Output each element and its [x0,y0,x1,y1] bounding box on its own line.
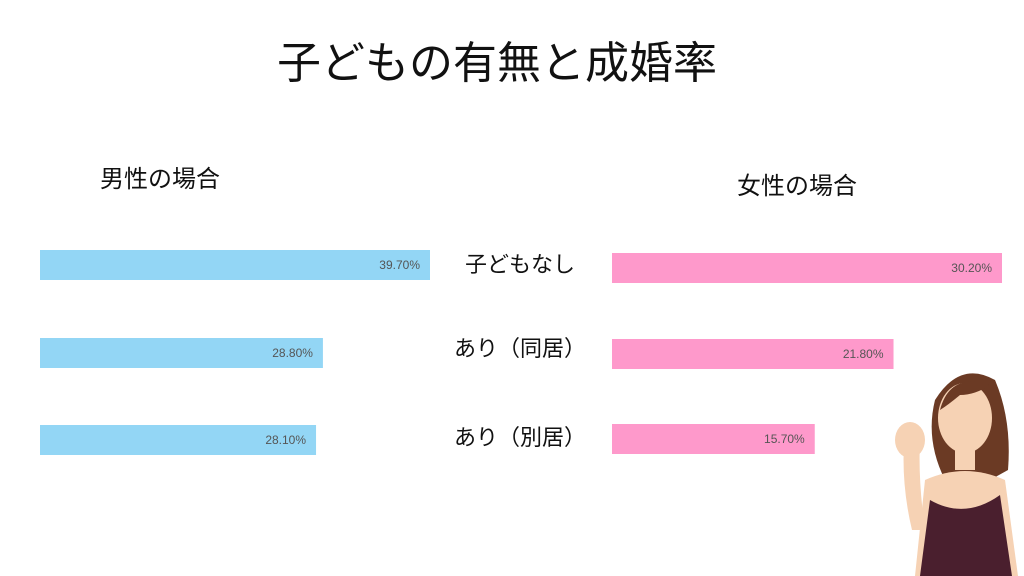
value-label: 28.80% [272,346,313,360]
category-label: 子どもなし [465,253,575,278]
chart-title: 子どもの有無と成婚率 [277,38,717,89]
value-label: 28.10% [265,433,306,447]
bar [40,338,323,368]
value-label: 39.70% [379,258,420,272]
illustration [895,373,1018,576]
bar [612,253,1002,283]
value-label: 30.20% [951,261,992,275]
bar [40,425,317,455]
bar [612,339,894,369]
value-label: 15.70% [764,432,805,446]
category-label: あり（同居） [454,337,586,362]
value-label: 21.80% [843,347,884,361]
panel-heading: 女性の場合 [737,172,857,200]
bar [612,424,815,454]
category-label: あり（別居） [454,426,586,451]
panel-heading: 男性の場合 [100,165,220,193]
bar [40,250,430,280]
